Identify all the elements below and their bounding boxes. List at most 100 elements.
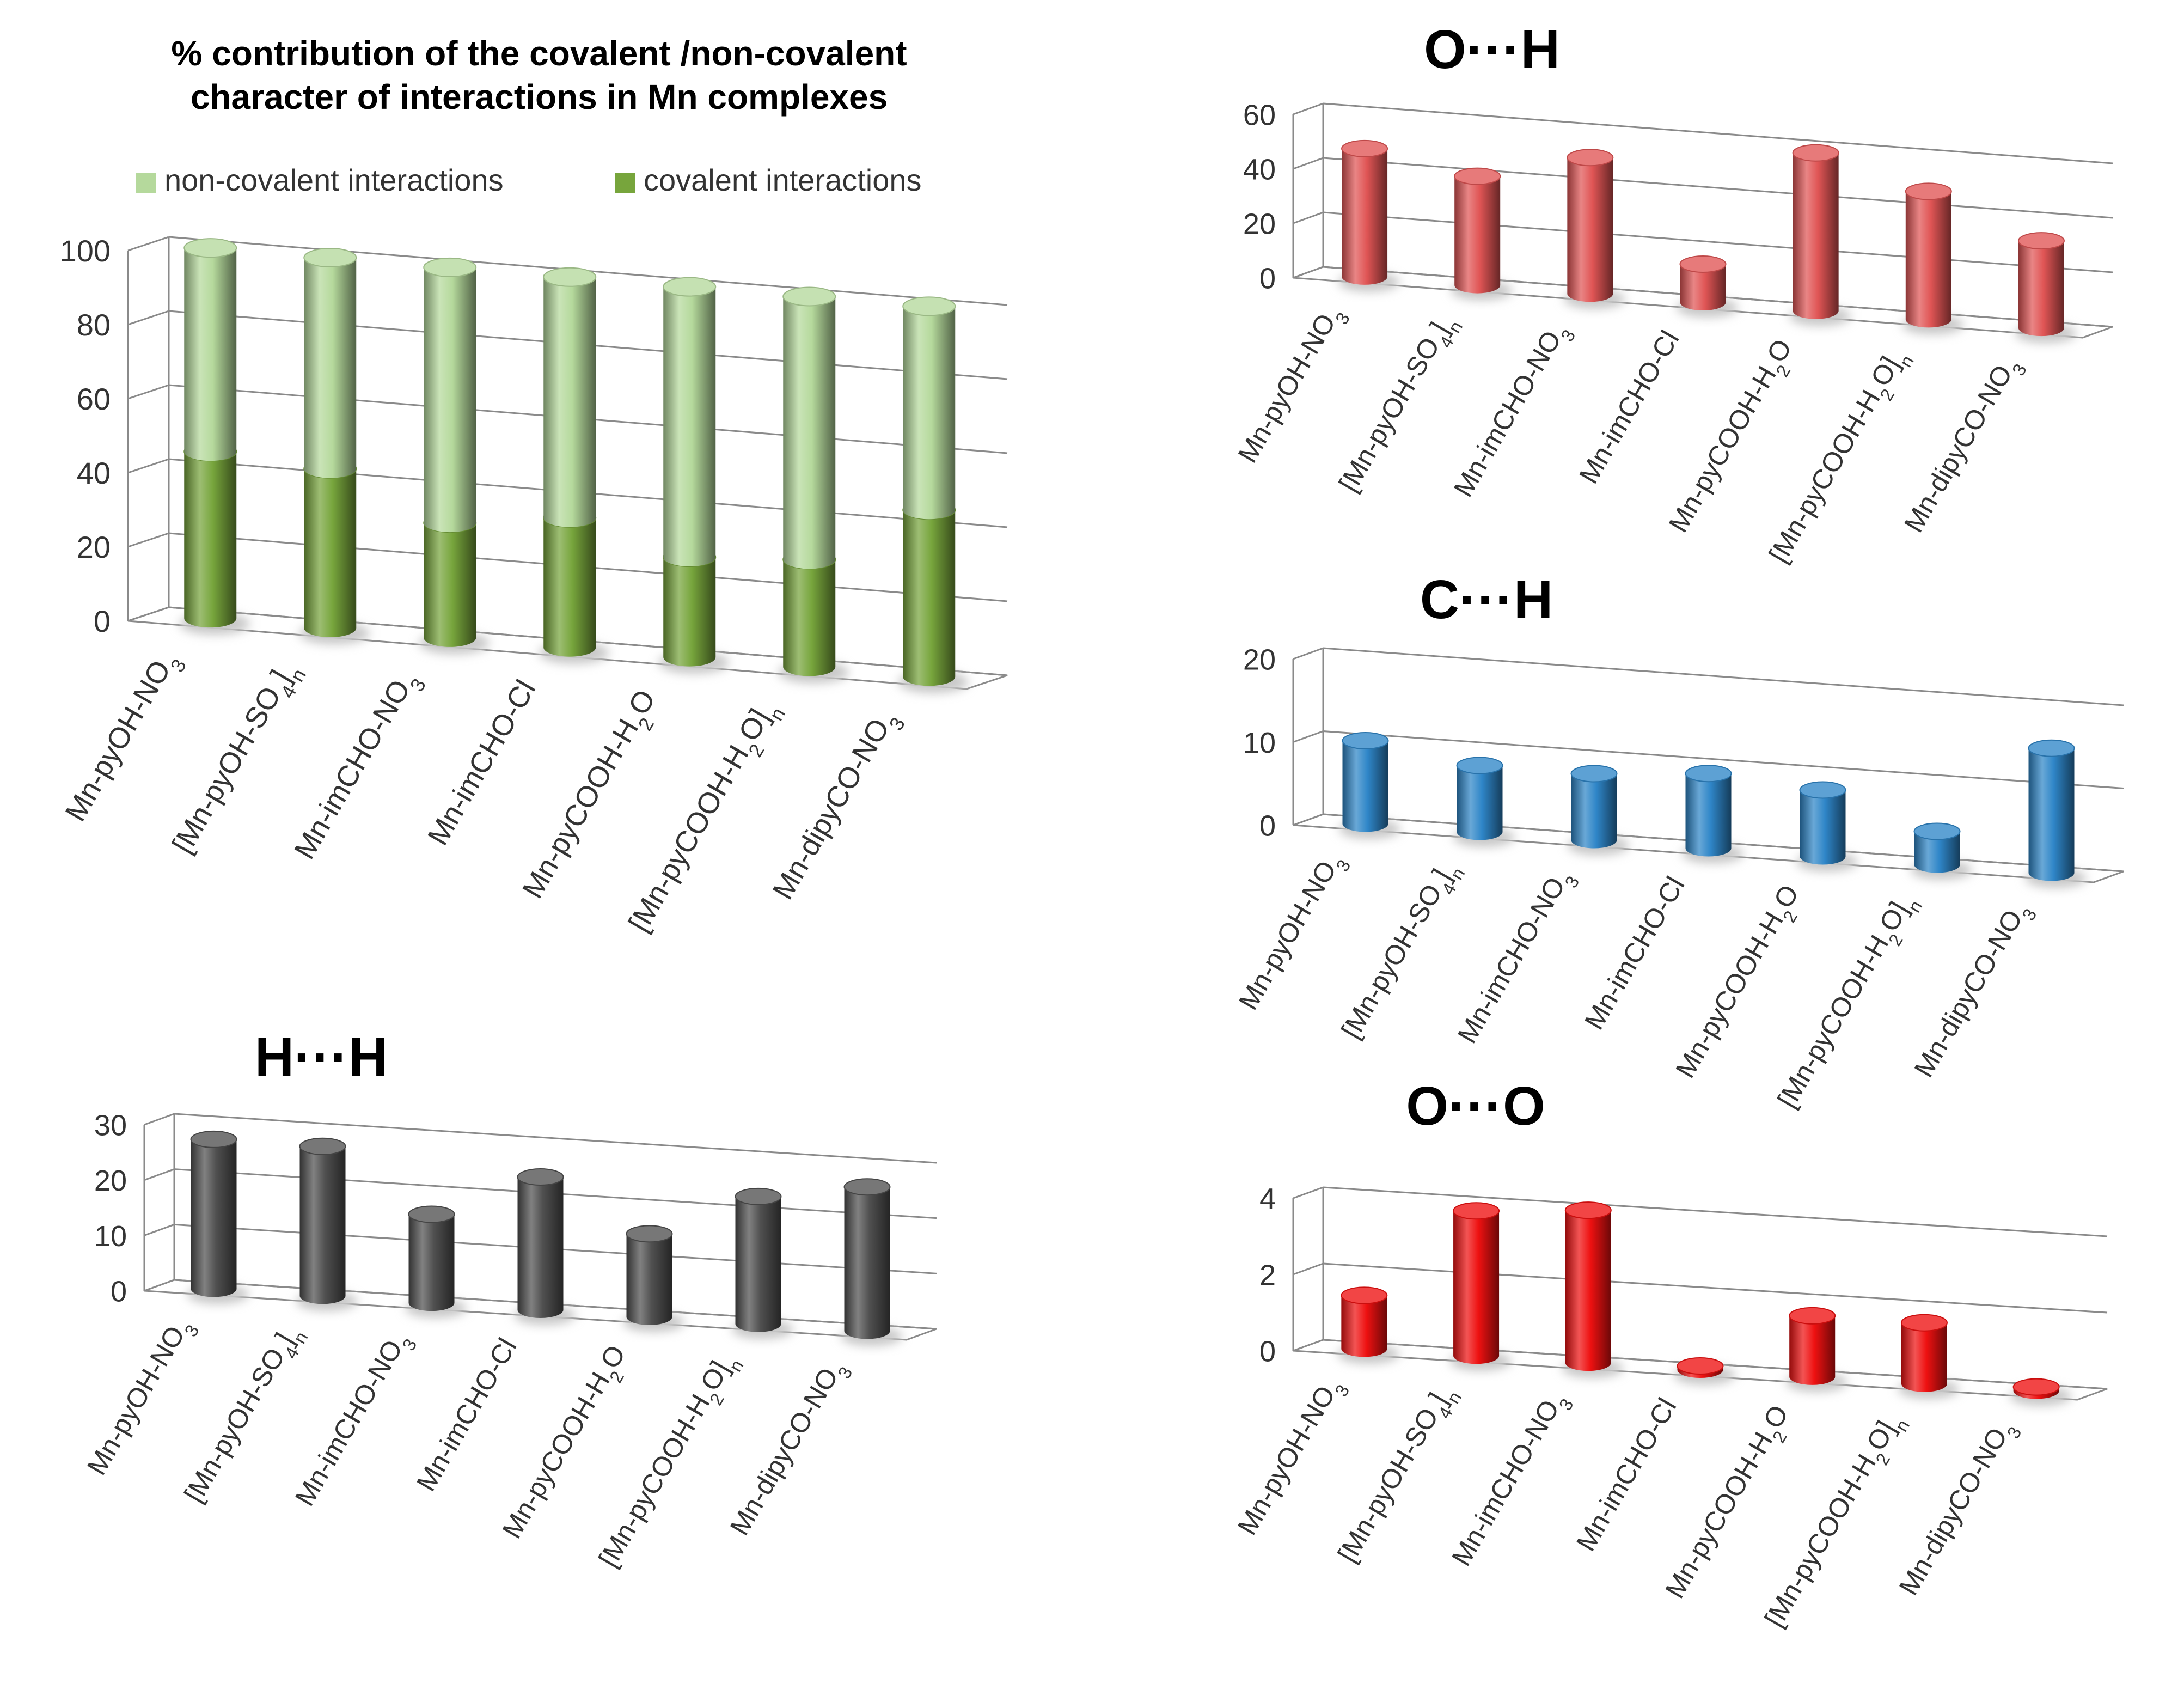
bar: [1571, 766, 1617, 849]
category-label: Mn-imCHO-Cl: [421, 675, 542, 851]
bar-body: [1454, 176, 1500, 294]
bar-body: [783, 559, 835, 676]
bar-cap: [304, 248, 356, 267]
bar-cap: [783, 287, 835, 306]
category-label-part: Mn-imCHO-NO: [1452, 872, 1571, 1048]
bar-cap: [627, 1225, 672, 1242]
category-label: Mn-dipyCO-NO3: [724, 1354, 856, 1544]
bar-cap: [1454, 168, 1500, 185]
bar-non-covalent: [663, 278, 715, 566]
bar: [1793, 145, 1839, 319]
bar-cap: [2014, 1379, 2059, 1395]
bar-cap: [184, 239, 236, 257]
y-tick-label: 0: [1259, 262, 1276, 295]
bar-body: [1793, 153, 1839, 319]
y-tick-labels: 0204060: [1243, 99, 1276, 295]
category-label-part: Mn-pyCOOH-H: [1659, 1427, 1778, 1603]
x-tick-labels: Mn-pyOH-NO3[Mn-pyOH-SO4]nMn-imCHO-NO3Mn-…: [1232, 1372, 2025, 1636]
bar-body: [663, 287, 715, 566]
chart-title: % contribution of the covalent /non-cova…: [171, 34, 907, 73]
bar: [1680, 256, 1726, 310]
category-label: [Mn-pyOH-SO4]n: [1335, 855, 1469, 1047]
category-label-part: Mn-dipyCO-NO: [1898, 360, 2018, 538]
category-label: Mn-imCHO-NO3: [1448, 317, 1579, 506]
category-label-part: O: [1768, 880, 1805, 913]
bar-body: [903, 306, 955, 519]
chart-HH: 0102030Mn-pyOH-NO3[Mn-pyOH-SO4]nMn-imCHO…: [81, 1027, 937, 1576]
category-label: Mn-pyOH-NO3: [1233, 847, 1354, 1019]
bar-cap: [1567, 149, 1613, 166]
bar-cap: [1906, 183, 1951, 199]
bar-cap: [1343, 733, 1388, 749]
gridline: [1323, 1187, 2107, 1236]
category-label-part: [Mn-pyOH-SO: [1332, 1403, 1445, 1567]
bar-cap: [845, 1179, 890, 1195]
bar: [1341, 1287, 1387, 1357]
category-label-part: [Mn-pyCOOH-H: [592, 1389, 715, 1572]
bar-body: [2029, 748, 2075, 881]
bar-cap: [1678, 1358, 1723, 1374]
category-label-part: Mn-pyOH-NO: [1232, 308, 1342, 468]
category-label-part: Mn-imCHO-NO: [1446, 1395, 1565, 1571]
bar: [1567, 149, 1613, 302]
bar-covalent: [424, 514, 476, 647]
bar-body: [1800, 790, 1846, 865]
bar-cap: [1686, 765, 1732, 782]
y-tick-labels: 0 10 20: [1243, 643, 1276, 842]
category-label-part: [Mn-pyCOOH-H: [622, 740, 755, 937]
bar: [518, 1169, 564, 1318]
bar-body: [304, 258, 356, 478]
bar: [2018, 233, 2064, 336]
category-label: Mn-imCHO-NO3: [288, 665, 430, 869]
bar: [736, 1188, 781, 1332]
bar-covalent: [184, 442, 236, 627]
bar: [1453, 1203, 1499, 1364]
bar-cap: [1901, 1315, 1947, 1331]
category-label-part: Mn-pyCOOH-H: [1663, 361, 1782, 538]
category-label: Mn-pyOH-NO3: [1232, 300, 1354, 472]
bar-non-covalent: [783, 287, 835, 569]
chart-title: H···H: [255, 1027, 388, 1088]
gridline: [1323, 648, 2124, 705]
y-tick-label: 20: [77, 530, 111, 564]
legend-swatch: [615, 173, 635, 193]
category-label: Mn-imCHO-NO3: [1452, 863, 1583, 1052]
y-tick-labels: 0 2 4: [1259, 1182, 1276, 1368]
bar-body: [2018, 241, 2064, 336]
bar-body: [300, 1146, 346, 1304]
bar-cap: [1789, 1308, 1835, 1324]
side-gridline: [1293, 648, 1323, 659]
bar-non-covalent: [184, 239, 236, 461]
bar-covalent: [783, 550, 835, 676]
side-gridline: [1293, 1187, 1323, 1198]
category-label: Mn-imCHO-Cl: [1570, 1393, 1682, 1557]
bar-cap: [1680, 256, 1726, 272]
bar-body: [409, 1214, 455, 1311]
legend-swatch: [136, 173, 156, 193]
category-label-part: [Mn-pyOH-SO: [1333, 332, 1446, 497]
category-label-part: Mn-imCHO-Cl: [411, 1333, 522, 1497]
bar-cap: [736, 1188, 781, 1205]
side-gridline: [128, 459, 169, 473]
bar-body: [783, 296, 835, 569]
category-label-part: [Mn-pyOH-SO: [166, 681, 287, 858]
side-gridline: [128, 311, 169, 325]
y-tick-label: 10: [94, 1220, 127, 1253]
bar-cap: [518, 1169, 564, 1185]
y-tick-labels: 0102030: [94, 1109, 127, 1308]
category-label-part: Mn-imCHO-Cl: [1570, 1393, 1682, 1557]
bar-body: [1906, 191, 1951, 327]
category-label: Mn-pyCOOH-H2O: [1659, 1400, 1801, 1607]
bar-cap: [1453, 1203, 1499, 1219]
bar-non-covalent: [543, 268, 596, 527]
y-tick-label: 60: [77, 382, 111, 416]
bar-body: [518, 1177, 564, 1318]
category-label-part: [Mn-pyOH-SO: [1335, 879, 1448, 1044]
bar-body: [1453, 1211, 1499, 1364]
category-label: Mn-pyCOOH-H2O: [1670, 880, 1812, 1087]
category-label-part: Mn-pyOH-NO: [1232, 1381, 1341, 1540]
bar-body: [1341, 1295, 1387, 1357]
y-tick-label: 20: [1243, 643, 1276, 676]
bar-cap: [2018, 233, 2064, 249]
bar-covalent: [903, 501, 955, 686]
